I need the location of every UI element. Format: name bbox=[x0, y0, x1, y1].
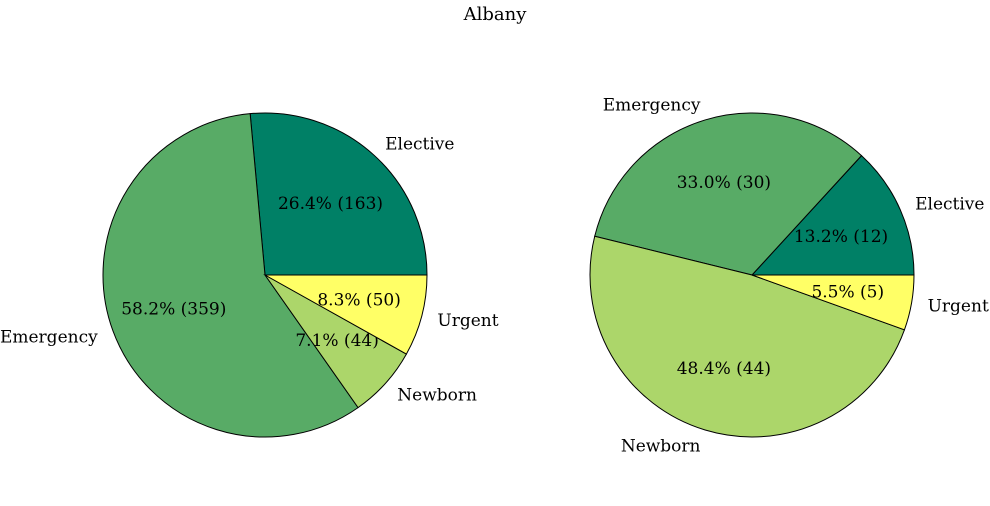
slice-label-emergency: Emergency bbox=[0, 327, 98, 347]
pie-slice-emergency bbox=[594, 112, 863, 276]
slice-percent-urgent: 5.5% (5) bbox=[811, 283, 884, 303]
slice-percent-newborn: 48.4% (44) bbox=[677, 359, 771, 379]
slice-label-newborn: Newborn bbox=[397, 385, 477, 405]
slice-label-newborn: Newborn bbox=[621, 437, 701, 457]
figure-title: Albany bbox=[463, 4, 527, 25]
pie-slice-newborn bbox=[589, 235, 906, 438]
pie-chart-right: Elective 13.2% (12) Emergency 33.0% (30) New… bbox=[589, 95, 989, 457]
slice-percent-emergency: 33.0% (30) bbox=[677, 173, 771, 193]
slice-percent-elective: 13.2% (12) bbox=[794, 227, 888, 247]
slice-percent-newborn: 7.1% (44) bbox=[295, 331, 379, 351]
pie-slice-urgent bbox=[263, 274, 428, 355]
slice-label-urgent: Urgent bbox=[928, 297, 989, 317]
slice-label-urgent: Urgent bbox=[437, 311, 498, 331]
pie-chart-left: Elective 26.4% (163) Emergency 58.2% (359) N… bbox=[0, 112, 499, 438]
pie-slice-elective bbox=[249, 112, 428, 276]
slice-percent-urgent: 8.3% (50) bbox=[317, 291, 401, 311]
slice-label-emergency: Emergency bbox=[603, 95, 701, 115]
slice-percent-elective: 26.4% (163) bbox=[278, 194, 383, 214]
pie-slice-urgent bbox=[751, 274, 915, 331]
pie-slice-emergency bbox=[102, 113, 359, 438]
pie-slice-elective bbox=[750, 154, 915, 276]
slice-label-elective: Elective bbox=[385, 134, 454, 154]
slice-label-elective: Elective bbox=[915, 194, 984, 214]
slice-percent-emergency: 58.2% (359) bbox=[121, 300, 226, 320]
